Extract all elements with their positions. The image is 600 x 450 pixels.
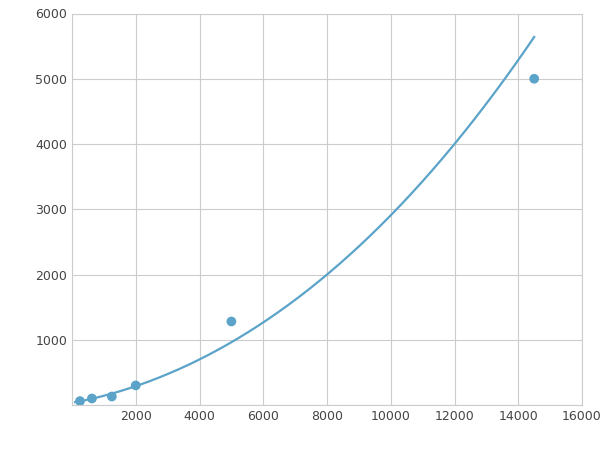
Point — [227, 318, 236, 325]
Point — [75, 397, 85, 405]
Point — [107, 393, 116, 400]
Point — [529, 75, 539, 82]
Point — [87, 395, 97, 402]
Point — [131, 382, 140, 389]
